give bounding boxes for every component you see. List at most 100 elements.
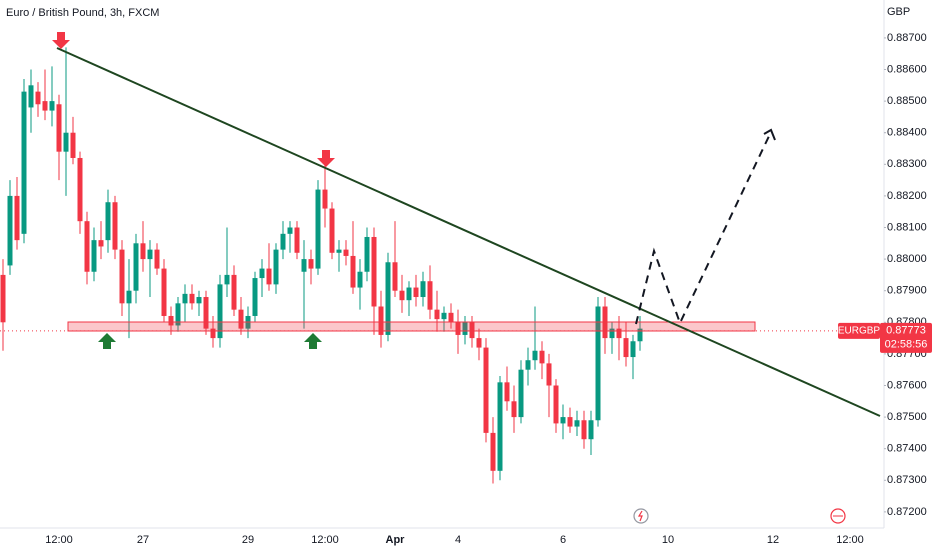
candle-body [322,189,328,209]
candle-body [112,202,118,250]
candle-body [532,350,538,361]
candle-body [413,287,419,298]
price-tag-label: 0.87773 [886,325,926,337]
candle-body [490,432,496,471]
candle-body [238,309,244,329]
candle-body [588,420,594,440]
event-icon-glyph [637,510,643,522]
candle-body [441,312,447,320]
candle-body [378,306,384,335]
candle-body [469,322,475,339]
y-tick-label: 0.87200 [887,506,927,518]
x-tick-label: Apr [386,534,406,546]
candle-body [7,195,13,266]
y-tick-label: 0.88400 [887,127,927,139]
down-arrow [52,32,70,49]
candle-body [420,281,426,298]
candle-body [497,382,503,471]
x-tick-label: 12:00 [45,534,73,546]
candle-body [350,255,356,288]
candle-body [336,249,342,253]
candle-body [42,101,48,111]
candle-body [399,290,405,301]
symbol-tag [838,322,880,339]
event-icon[interactable] [830,508,846,524]
x-tick-label: 12 [767,534,779,546]
candle-body [511,401,517,418]
x-tick-label: 10 [662,534,674,546]
candle-body [210,328,216,339]
y-tick-label: 0.87300 [887,474,927,486]
y-tick-label: 0.88200 [887,190,927,202]
chart-title: Euro / British Pound, 3h, FXCM [6,7,159,19]
y-tick-label: 0.88000 [887,253,927,265]
y-tick-label: 0.87600 [887,379,927,391]
candle-body [525,360,531,370]
candle-body [294,227,300,253]
x-tick-label: 12:00 [311,534,339,546]
candle-body [119,249,125,304]
candle-body [189,293,195,304]
candle-body [364,236,370,272]
candle-body [49,101,55,111]
candle-body [0,274,6,323]
candle-body [161,268,167,316]
candle-body [595,306,601,421]
support-zone [67,321,756,332]
candle-body [504,382,510,402]
candle-body [280,233,286,250]
candle-body [77,157,83,222]
candle-body [252,278,258,316]
candle-body [217,284,223,339]
candle-body [168,315,174,326]
candle-body [98,240,104,247]
candle-body [126,290,132,304]
candle-body [28,85,34,108]
candle-body [329,208,335,253]
axis-label: GBP [887,6,910,18]
candle-body [616,328,622,339]
candle-body [476,338,482,348]
candle-body [56,104,62,152]
candle-body [371,236,377,307]
candle-body [623,338,629,358]
candle-body [546,363,552,386]
x-tick-label: 27 [137,534,149,546]
y-tick-label: 0.88100 [887,221,927,233]
candle-body [70,132,76,158]
candle-body [448,312,454,323]
symbol-tag-label: EURGBP [838,325,881,336]
candle-body [609,328,615,339]
event-icon[interactable] [633,508,649,524]
candle-body [105,202,111,241]
candle-body [630,341,636,358]
y-tick-label: 0.87500 [887,411,927,423]
projection-arrowhead [763,128,776,141]
y-tick-label: 0.87400 [887,443,927,455]
candle-body [259,268,265,279]
candle-body [455,322,461,335]
x-tick-label: 12:00 [836,534,864,546]
y-tick-label: 0.88300 [887,158,927,170]
candle-body [91,240,97,272]
candle-body [406,287,412,301]
candle-body [581,420,587,440]
candle-body [518,369,524,418]
up-arrow [304,333,322,349]
candle-body [147,249,153,260]
candle-body [434,309,440,320]
x-tick-label: 4 [455,534,461,546]
candle-body [315,189,321,269]
candle-body [231,274,237,310]
candle-body [196,297,202,304]
y-tick-label: 0.88600 [887,63,927,75]
candle-body [273,249,279,285]
candle-body [154,249,160,269]
x-tick-label: 6 [560,534,566,546]
down-arrow [317,150,335,167]
candle-body [301,259,307,272]
y-tick-label: 0.88700 [887,32,927,44]
